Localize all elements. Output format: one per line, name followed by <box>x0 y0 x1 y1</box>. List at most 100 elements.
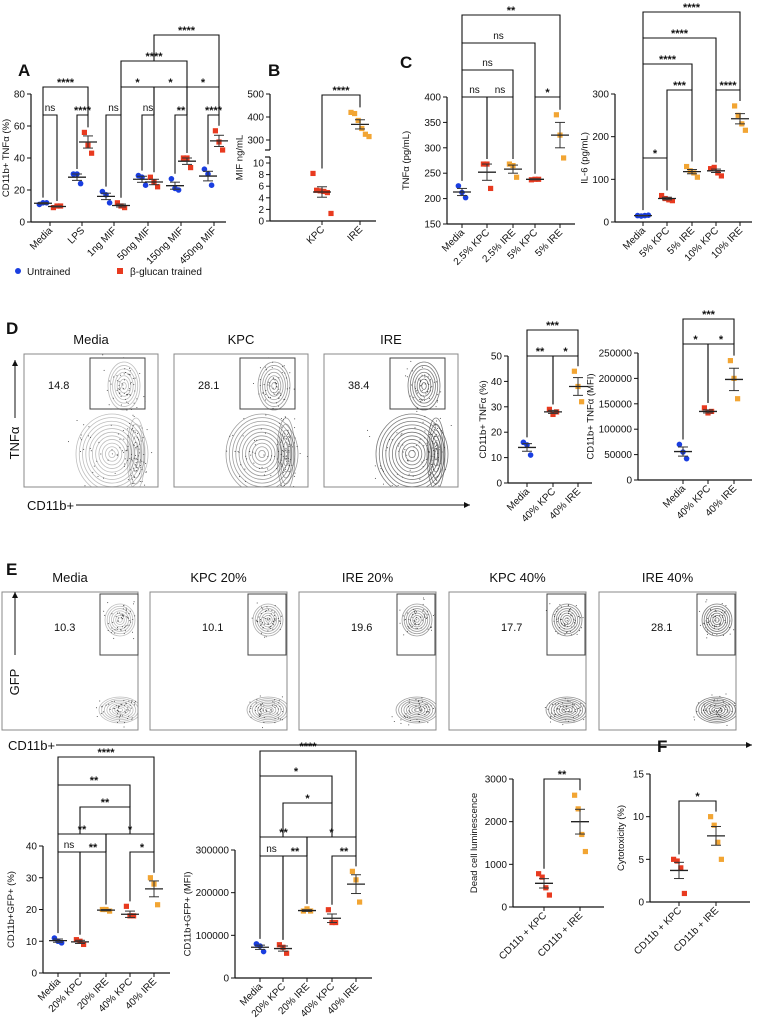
y-tick-label: 2000 <box>485 817 508 828</box>
event-dot <box>151 452 153 454</box>
event-dot <box>136 437 138 439</box>
event-dot <box>90 450 92 452</box>
event-dot <box>258 715 260 717</box>
group-cd11b-+-ire <box>707 814 725 862</box>
event-dot <box>416 619 418 621</box>
significance-label: ** <box>340 846 349 858</box>
event-dot <box>256 439 258 441</box>
event-dot <box>399 609 401 611</box>
event-dot <box>433 429 435 431</box>
data-point <box>711 822 717 828</box>
data-point <box>147 875 153 881</box>
contour-plot <box>68 354 153 487</box>
event-dot <box>129 367 131 369</box>
event-dot <box>131 700 133 702</box>
significance-label: **** <box>659 54 677 66</box>
event-dot <box>276 402 278 404</box>
data-point <box>659 192 665 199</box>
event-dot <box>129 423 131 425</box>
event-dot <box>97 475 99 477</box>
contour-line <box>553 701 581 719</box>
event-dot <box>294 418 296 420</box>
contour-line <box>126 417 146 487</box>
event-dot <box>424 704 426 706</box>
event-dot <box>104 614 106 616</box>
event-dot <box>432 455 434 457</box>
x-tick-label: 1ng MIF <box>85 225 119 259</box>
event-dot <box>259 695 261 697</box>
event-dot <box>567 623 569 625</box>
event-dot <box>426 703 428 705</box>
event-dot <box>262 703 264 705</box>
event-dot <box>118 706 120 708</box>
event-dot <box>571 626 573 628</box>
gate-value: 28.1 <box>198 380 219 392</box>
bracket-line <box>76 114 89 169</box>
event-dot <box>558 714 560 716</box>
event-dot <box>432 469 434 471</box>
event-dot <box>283 419 285 421</box>
event-dot <box>712 621 714 623</box>
event-dot <box>729 620 731 622</box>
event-dot <box>710 609 712 611</box>
event-dot <box>88 426 90 428</box>
event-dot <box>398 450 400 452</box>
data-point <box>539 874 545 880</box>
event-dot <box>280 484 282 486</box>
event-dot <box>279 622 281 624</box>
event-dot <box>450 425 452 427</box>
x-tick-label: KPC <box>305 224 327 246</box>
event-dot <box>437 400 439 402</box>
event-dot <box>420 395 422 397</box>
contour-line <box>395 696 436 724</box>
event-dot <box>113 376 115 378</box>
event-dot <box>554 714 556 716</box>
event-dot <box>287 429 289 431</box>
event-dot <box>288 443 290 445</box>
event-dot <box>267 381 269 383</box>
event-dot <box>281 426 283 428</box>
event-dot <box>410 624 412 626</box>
event-dot <box>269 618 271 620</box>
contour-line <box>408 449 416 459</box>
data-point <box>352 110 358 117</box>
event-dot <box>428 397 430 399</box>
event-dot <box>270 625 272 627</box>
event-dot <box>435 424 437 426</box>
event-dot <box>722 610 724 612</box>
event-dot <box>550 716 552 718</box>
event-dot <box>412 613 414 615</box>
data-point <box>708 814 714 820</box>
event-dot <box>282 471 284 473</box>
event-dot <box>137 467 139 469</box>
event-dot <box>263 721 265 723</box>
y-tick-label: 10 <box>253 159 265 170</box>
event-dot <box>400 722 402 724</box>
event-dot <box>265 369 267 371</box>
data-point <box>506 161 512 167</box>
bracket-line <box>486 96 514 160</box>
event-dot <box>278 398 280 400</box>
contour-line <box>113 612 127 628</box>
significance-bracket: * <box>534 87 561 174</box>
event-dot <box>423 615 425 617</box>
event-dot <box>126 617 128 619</box>
contour-line <box>264 707 272 713</box>
event-dot <box>128 390 130 392</box>
event-dot <box>424 616 426 618</box>
event-dot <box>415 624 417 626</box>
event-dot <box>408 473 410 475</box>
event-dot <box>124 627 126 629</box>
event-dot <box>434 424 436 426</box>
significance-bracket: ns <box>42 103 58 201</box>
event-dot <box>418 624 420 626</box>
y-axis-label: Cytotoxicity (%) <box>616 805 627 871</box>
event-dot <box>131 483 133 485</box>
event-dot <box>130 382 132 384</box>
event-dot <box>123 392 125 394</box>
data-point <box>527 452 534 458</box>
group-media <box>251 941 269 955</box>
y-tick-label: 100000 <box>196 931 230 942</box>
